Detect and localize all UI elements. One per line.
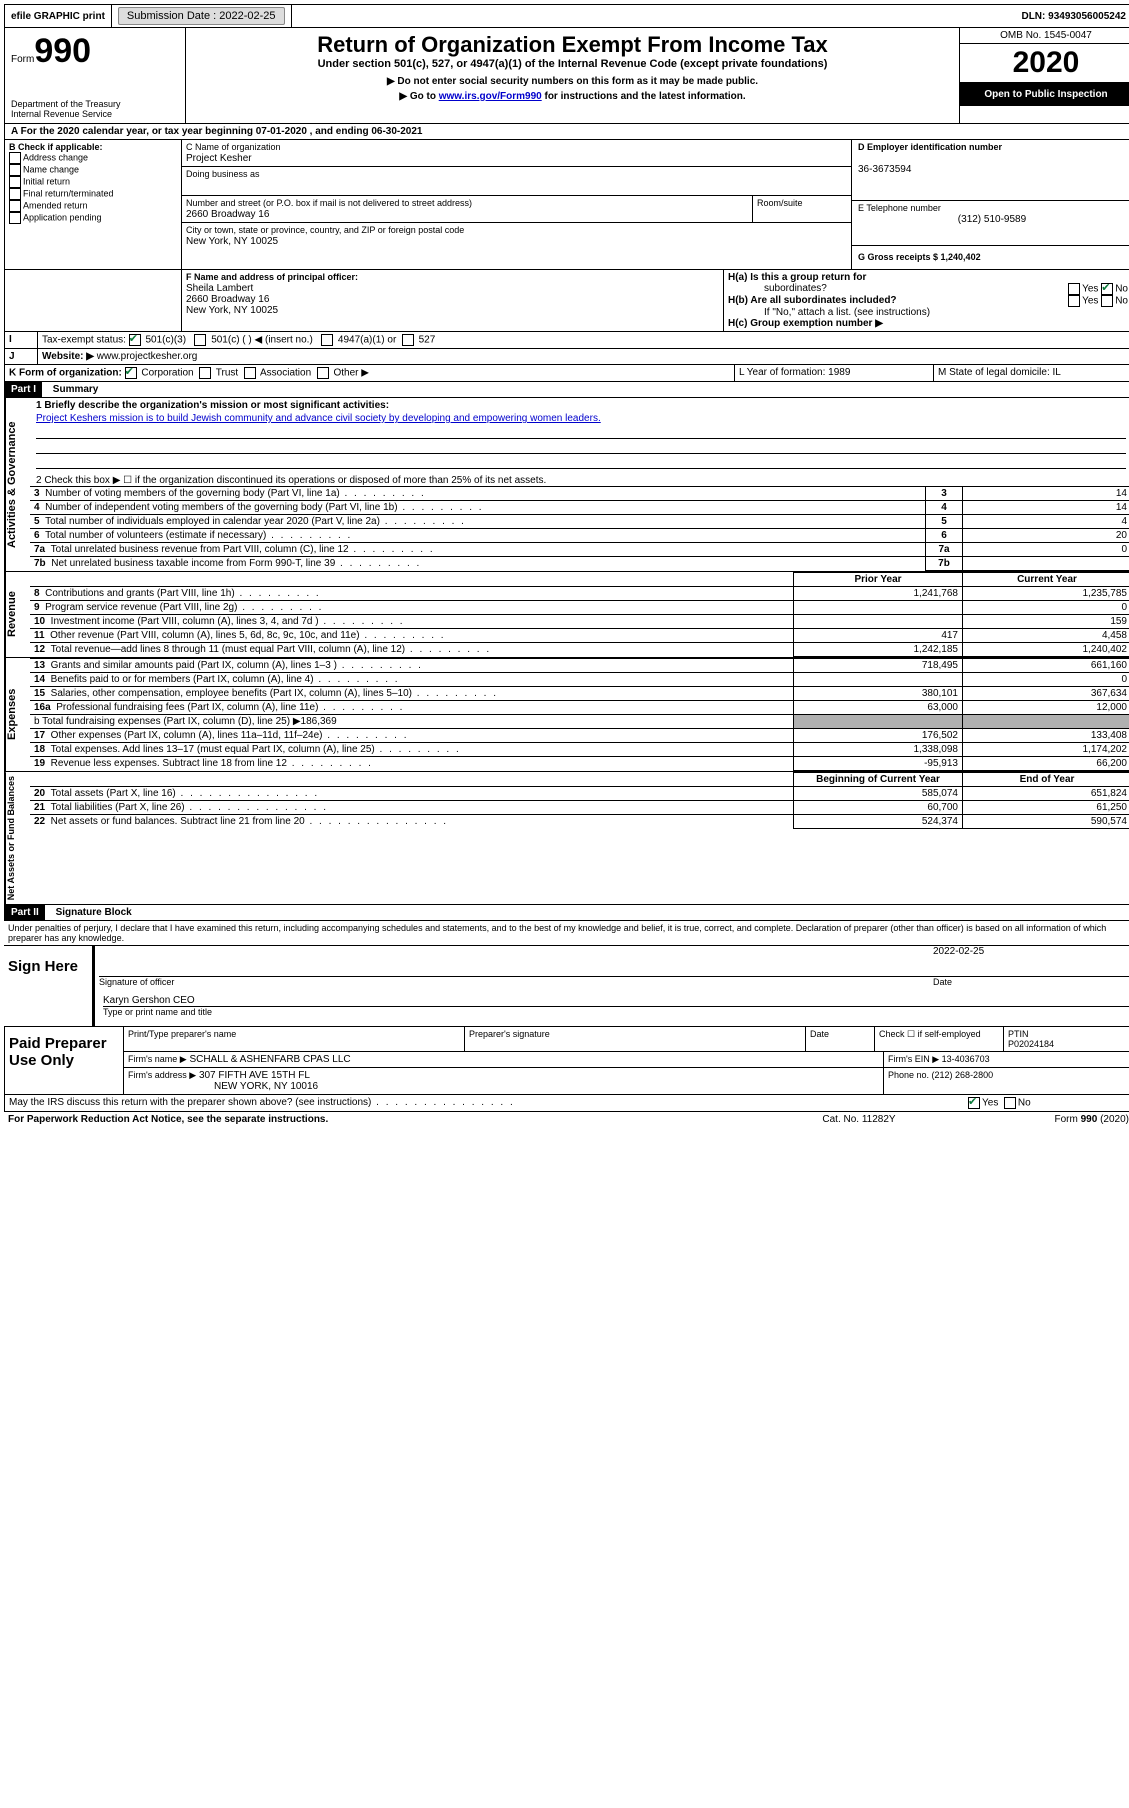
side-label-rev: Revenue	[5, 572, 30, 657]
dln: DLN: 93493056005242	[1015, 5, 1129, 27]
box-b: B Check if applicable: Address change Na…	[5, 140, 182, 269]
box-deg: D Employer identification number 36-3673…	[852, 140, 1129, 269]
note-1: ▶ Do not enter social security numbers o…	[190, 76, 955, 87]
sign-here-label: Sign Here	[4, 946, 92, 1026]
part-i-header: Part I Summary	[4, 382, 1129, 398]
paid-preparer-label: Paid Preparer Use Only	[5, 1027, 124, 1094]
part-ii-header: Part II Signature Block	[4, 905, 1129, 921]
city-label: City or town, state or province, country…	[186, 225, 464, 235]
declaration: Under penalties of perjury, I declare th…	[4, 921, 1129, 945]
d-label: D Employer identification number	[858, 142, 1002, 152]
sign-date: 2022-02-25	[933, 946, 1129, 976]
org-city: New York, NY 10025	[186, 236, 278, 247]
form990-link[interactable]: www.irs.gov/Form990	[439, 91, 542, 102]
part-i-expenses: Expenses 13 Grants and similar amounts p…	[4, 658, 1129, 772]
spacer	[292, 5, 1016, 27]
f-spacer	[5, 270, 182, 331]
top-bar: efile GRAPHIC print Submission Date : 20…	[4, 4, 1129, 28]
c-name-label: C Name of organization	[186, 142, 281, 152]
mission-link[interactable]: Project Keshers mission is to build Jewi…	[36, 413, 601, 424]
phone: (312) 510-9589	[858, 214, 1126, 225]
box-h: H(a) Is this a group return for subordin…	[724, 270, 1129, 331]
org-address: 2660 Broadway 16	[186, 209, 269, 220]
header-center: Return of Organization Exempt From Incom…	[186, 28, 959, 123]
tax-year: 2020	[960, 44, 1129, 83]
fh-block: F Name and address of principal officer:…	[4, 270, 1129, 332]
table-governance: 3 Number of voting members of the govern…	[30, 486, 1129, 571]
irs: Internal Revenue Service	[11, 109, 179, 119]
table-expenses: 13 Grants and similar amounts paid (Part…	[30, 658, 1129, 771]
box-c: C Name of organization Project Kesher Do…	[182, 140, 852, 269]
form-number: 990	[34, 32, 91, 70]
side-label-exp: Expenses	[5, 658, 30, 771]
box-k: K Form of organization: Corporation Trus…	[5, 365, 735, 381]
box-m: M State of legal domicile: IL	[934, 365, 1129, 381]
header-left: Form990 Department of the Treasury Inter…	[5, 28, 186, 123]
part-i-revenue: Revenue Prior YearCurrent Year8 Contribu…	[4, 572, 1129, 658]
ein: 36-3673594	[858, 164, 911, 175]
row-a-period: A For the 2020 calendar year, or tax yea…	[4, 124, 1129, 140]
ij-block: I Tax-exempt status: 501(c)(3) 501(c) ( …	[4, 332, 1129, 349]
j-block: J Website: ▶ www.projectkesher.org	[4, 349, 1129, 365]
e-label: E Telephone number	[858, 203, 941, 213]
dept-treasury: Department of the Treasury	[11, 99, 179, 109]
page-footer: For Paperwork Reduction Act Notice, see …	[4, 1112, 1129, 1127]
sign-here-block: Sign Here 2022-02-25 Signature of office…	[4, 945, 1129, 1026]
box-i: Tax-exempt status: 501(c)(3) 501(c) ( ) …	[38, 332, 1129, 348]
form-title: Return of Organization Exempt From Incom…	[190, 32, 955, 58]
org-name: Project Kesher	[186, 153, 252, 164]
form-header: Form990 Department of the Treasury Inter…	[4, 28, 1129, 124]
part-i-body: Activities & Governance 1 Briefly descri…	[4, 398, 1129, 572]
table-revenue: Prior YearCurrent Year8 Contributions an…	[30, 572, 1129, 657]
dba-label: Doing business as	[186, 169, 260, 179]
box-f: F Name and address of principal officer:…	[182, 270, 724, 331]
form-subtitle: Under section 501(c), 527, or 4947(a)(1)…	[190, 58, 955, 70]
klm-block: K Form of organization: Corporation Trus…	[4, 365, 1129, 382]
discuss-row: May the IRS discuss this return with the…	[4, 1095, 1129, 1112]
room-label: Room/suite	[753, 196, 851, 222]
side-label-gov: Activities & Governance	[5, 398, 30, 571]
officer-name: Karyn Gershon CEO	[103, 995, 1129, 1007]
submission-date: Submission Date : 2022-02-25	[112, 5, 292, 27]
open-inspection: Open to Public Inspection	[960, 83, 1129, 106]
table-net-assets: Beginning of Current YearEnd of Year20 T…	[30, 772, 1129, 829]
bcdeg-block: B Check if applicable: Address change Na…	[4, 140, 1129, 270]
box-l: L Year of formation: 1989	[735, 365, 934, 381]
efile-label: efile GRAPHIC print	[5, 5, 112, 27]
g-label: G Gross receipts $ 1,240,402	[858, 252, 981, 262]
note-2: ▶ Go to www.irs.gov/Form990 for instruct…	[190, 91, 955, 102]
header-right: OMB No. 1545-0047 2020 Open to Public In…	[959, 28, 1129, 123]
addr-label: Number and street (or P.O. box if mail i…	[186, 198, 472, 208]
side-label-net: Net Assets or Fund Balances	[5, 772, 30, 904]
form-prefix: Form	[11, 54, 34, 65]
paid-preparer-block: Paid Preparer Use Only Print/Type prepar…	[4, 1026, 1129, 1095]
omb: OMB No. 1545-0047	[960, 28, 1129, 44]
part-i-net: Net Assets or Fund Balances Beginning of…	[4, 772, 1129, 905]
